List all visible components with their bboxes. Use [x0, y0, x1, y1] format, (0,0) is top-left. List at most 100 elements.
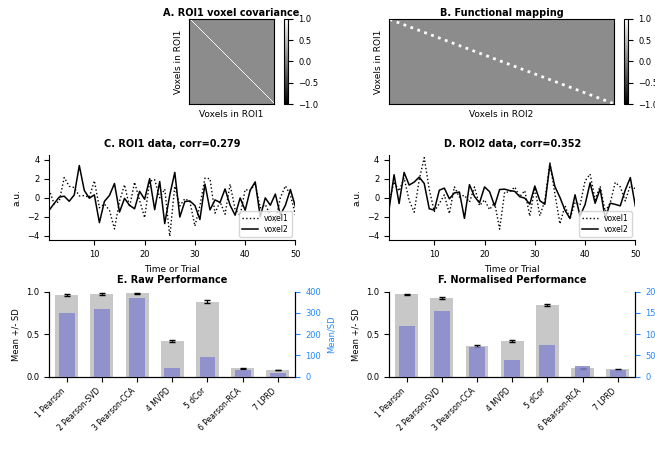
- voxel1: [556, 221, 564, 227]
- voxel1: [460, 192, 468, 198]
- voxel2: [622, 187, 629, 193]
- Bar: [231, 368, 254, 377]
- voxel1: [70, 185, 78, 190]
- voxel2: [75, 162, 83, 168]
- voxel1: [551, 191, 559, 197]
- Bar: [501, 341, 523, 377]
- voxel2: [496, 187, 504, 192]
- voxel1: [496, 227, 504, 232]
- voxel2: [267, 203, 274, 208]
- Bar: [610, 370, 626, 377]
- voxel2: [136, 188, 143, 194]
- voxel2: [181, 199, 189, 204]
- Bar: [434, 311, 450, 377]
- voxel2: [286, 187, 294, 192]
- voxel1: [156, 195, 164, 201]
- Y-axis label: Mean +/- SD: Mean +/- SD: [352, 308, 361, 361]
- voxel2: [201, 181, 209, 187]
- voxel1: [105, 207, 113, 213]
- voxel1: [271, 220, 279, 226]
- voxel1: [481, 197, 489, 203]
- voxel2: [531, 183, 539, 189]
- voxel2: [66, 198, 73, 204]
- voxel2: [400, 170, 408, 175]
- X-axis label: Time or Trial: Time or Trial: [145, 265, 200, 274]
- voxel2: [81, 187, 88, 193]
- Bar: [504, 360, 520, 377]
- voxel1: [252, 181, 259, 187]
- voxel1: [622, 198, 629, 204]
- voxel2: [440, 185, 448, 191]
- voxel1: [425, 187, 433, 192]
- voxel1: [191, 223, 199, 229]
- voxel2: [556, 195, 564, 200]
- voxel1: [436, 201, 443, 206]
- voxel2: [511, 188, 519, 194]
- voxel1: [176, 203, 184, 209]
- voxel1: [485, 207, 493, 212]
- Bar: [395, 294, 418, 377]
- voxel2: [121, 195, 128, 201]
- voxel2: [561, 207, 569, 213]
- voxel2: [186, 198, 194, 204]
- voxel2: [455, 189, 463, 195]
- voxel1: [511, 184, 519, 190]
- voxel1: [45, 187, 53, 192]
- voxel1: [586, 171, 594, 177]
- voxel2: [166, 192, 174, 198]
- voxel2: [96, 220, 103, 226]
- voxel1: [451, 184, 458, 190]
- voxel1: [631, 186, 639, 192]
- voxel2: [161, 221, 169, 227]
- Y-axis label: Mean/SD: Mean/SD: [327, 316, 335, 353]
- voxel1: [596, 183, 604, 189]
- voxel2: [596, 186, 604, 192]
- voxel1: [466, 199, 474, 205]
- voxel1: [130, 179, 138, 185]
- voxel1: [576, 203, 584, 208]
- voxel2: [515, 194, 523, 200]
- voxel1: [236, 212, 244, 218]
- voxel1: [561, 203, 569, 209]
- X-axis label: Voxels in ROI2: Voxels in ROI2: [470, 110, 534, 119]
- voxel2: [481, 184, 489, 190]
- voxel1: [601, 209, 609, 214]
- Bar: [55, 295, 78, 377]
- voxel2: [576, 213, 584, 219]
- voxel2: [601, 215, 609, 221]
- voxel1: [491, 200, 498, 205]
- Line: voxel2: voxel2: [389, 164, 635, 219]
- voxel1: [96, 205, 103, 211]
- Line: voxel1: voxel1: [49, 178, 295, 236]
- voxel1: [90, 178, 98, 184]
- voxel1: [241, 187, 249, 192]
- voxel1: [100, 201, 108, 207]
- voxel2: [241, 207, 249, 213]
- voxel2: [252, 179, 259, 185]
- voxel2: [616, 203, 624, 209]
- voxel1: [211, 211, 219, 216]
- voxel1: [226, 181, 234, 187]
- Bar: [469, 347, 485, 377]
- voxel1: [445, 211, 453, 217]
- voxel2: [85, 195, 93, 201]
- voxel1: [626, 182, 634, 188]
- voxel2: [196, 217, 204, 222]
- voxel2: [55, 195, 63, 200]
- Bar: [126, 293, 149, 377]
- voxel1: [500, 189, 508, 195]
- voxel1: [282, 183, 290, 189]
- voxel2: [231, 212, 239, 218]
- voxel1: [66, 184, 73, 189]
- voxel1: [75, 193, 83, 199]
- Y-axis label: a.u.: a.u.: [352, 189, 362, 206]
- Bar: [267, 370, 290, 377]
- voxel2: [586, 180, 594, 186]
- voxel2: [246, 187, 254, 193]
- voxel2: [546, 162, 554, 167]
- voxel1: [400, 175, 408, 181]
- voxel2: [221, 186, 229, 192]
- Legend: voxel1, voxel2: voxel1, voxel2: [579, 211, 631, 236]
- voxel1: [521, 188, 529, 194]
- voxel2: [491, 203, 498, 209]
